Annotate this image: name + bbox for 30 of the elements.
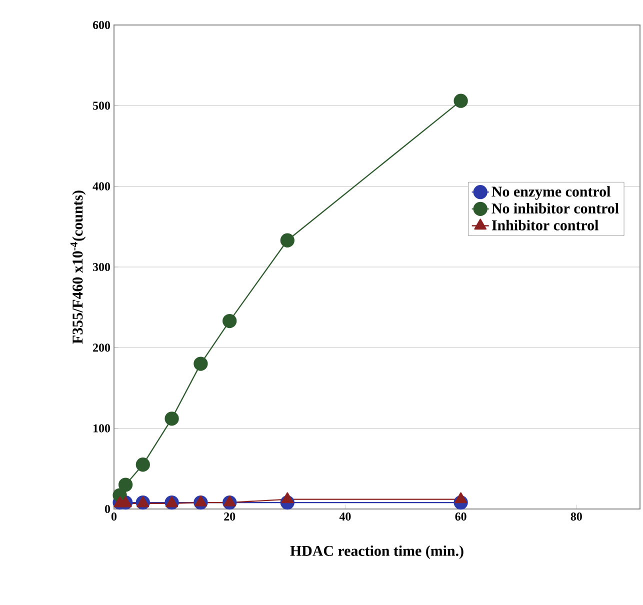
point	[136, 496, 150, 508]
y-tick-label: 0	[104, 504, 110, 514]
x-tick-label: 80	[570, 512, 582, 521]
x-tick-label: 0	[111, 512, 117, 521]
legend-label: No enzyme control	[492, 186, 610, 200]
x-tick-label: 40	[339, 512, 351, 521]
x-axis-title: HDAC reaction time (min.)	[290, 545, 464, 559]
y-tick-label: 500	[93, 102, 110, 110]
y-tick-label: 600	[92, 20, 110, 30]
y-tick-label: 200	[93, 344, 110, 352]
point	[280, 233, 294, 248]
y-tick-label: 100	[94, 424, 110, 432]
point	[454, 94, 468, 108]
legend-label: No inhibitor control	[492, 203, 619, 214]
point	[166, 496, 178, 508]
point	[281, 492, 294, 504]
x-tick-label: 20	[224, 512, 236, 521]
y-tick-label: 400	[92, 182, 110, 190]
point	[164, 412, 179, 426]
point	[136, 458, 150, 472]
y-tick-label: 300	[93, 262, 110, 272]
x-tick-label: 60	[455, 512, 466, 521]
point	[194, 356, 208, 371]
point	[118, 478, 133, 492]
legend-label: Inhibitor control	[492, 220, 598, 230]
point	[223, 495, 236, 506]
y-axis-title: F355/F460 x10$^{-4}$(counts)	[70, 190, 86, 344]
point	[194, 495, 207, 506]
point	[222, 314, 237, 328]
point	[454, 492, 468, 504]
